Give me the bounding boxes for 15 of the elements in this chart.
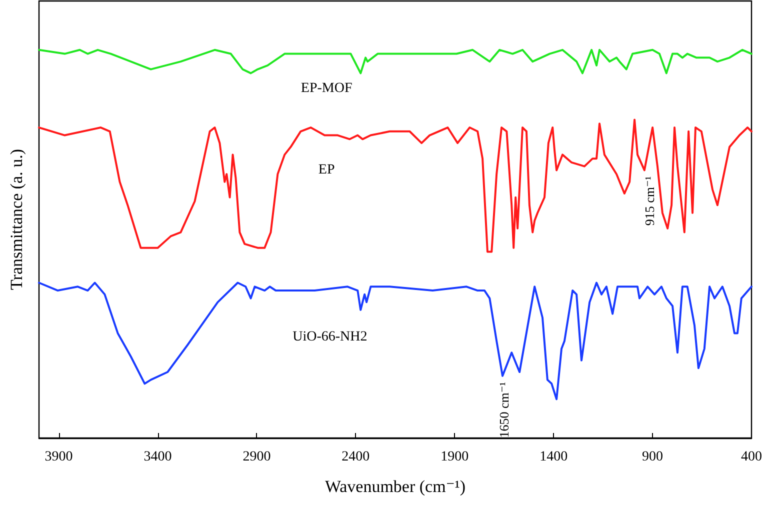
series-label: EP-MOF <box>300 81 352 96</box>
x-tick-label: 1400 <box>540 450 568 464</box>
x-tick-label: 3900 <box>44 450 73 464</box>
x-tick-label: 1900 <box>440 450 469 464</box>
series-label: EP <box>318 162 335 178</box>
annotation: 915 cm⁻¹ <box>642 176 658 226</box>
x-tick-label: 2900 <box>242 450 271 464</box>
x-tick-label: 2400 <box>342 450 370 464</box>
x-tick-label: 900 <box>642 450 664 464</box>
x-axis-title: Wavenumber (cm⁻¹) <box>324 477 466 496</box>
x-tick-label: 400 <box>741 450 762 464</box>
annotation: 1650 cm⁻¹ <box>496 382 512 438</box>
x-tick-label: 3400 <box>144 450 172 464</box>
y-axis-title: Transmittance (a. u.) <box>7 148 26 290</box>
series-label: UiO-66-NH2 <box>292 330 368 345</box>
